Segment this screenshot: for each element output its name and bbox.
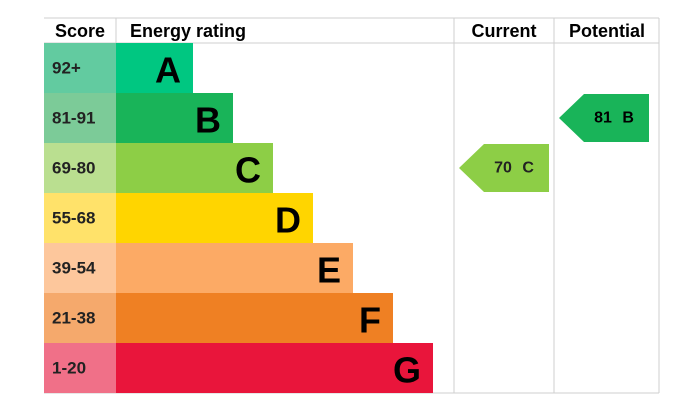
rating-letter: C [235,150,261,191]
rating-bar [116,93,233,143]
current-arrow [459,144,549,192]
current-label: 70 C [494,160,534,177]
score-cell [44,243,116,293]
score-cell [44,43,116,93]
rating-letter: G [393,350,421,391]
score-cell [44,193,116,243]
rating-letter: E [317,250,341,291]
score-label: 55-68 [52,209,95,228]
rating-bar [116,193,313,243]
rating-letter: D [275,200,301,241]
rating-bar [116,43,193,93]
score-label: 1-20 [52,359,86,378]
rating-bar [116,293,393,343]
rating-bar [116,143,273,193]
score-label: 69-80 [52,159,95,178]
score-label: 21-38 [52,309,95,328]
header-potential: Potential [569,21,645,41]
score-cell [44,143,116,193]
potential-arrow [559,94,649,142]
score-cell [44,93,116,143]
potential-label: 81 B [594,110,634,127]
header-current: Current [471,21,536,41]
score-label: 92+ [52,59,81,78]
header-rating: Energy rating [130,21,246,41]
score-cell [44,293,116,343]
score-cell [44,343,116,393]
score-label: 39-54 [52,259,96,278]
score-label: 81-91 [52,109,95,128]
rating-letter: B [195,100,221,141]
rating-bar [116,243,353,293]
rating-letter: F [359,300,381,341]
header-score: Score [55,21,105,41]
rating-letter: A [155,50,181,91]
rating-bar [116,343,433,393]
